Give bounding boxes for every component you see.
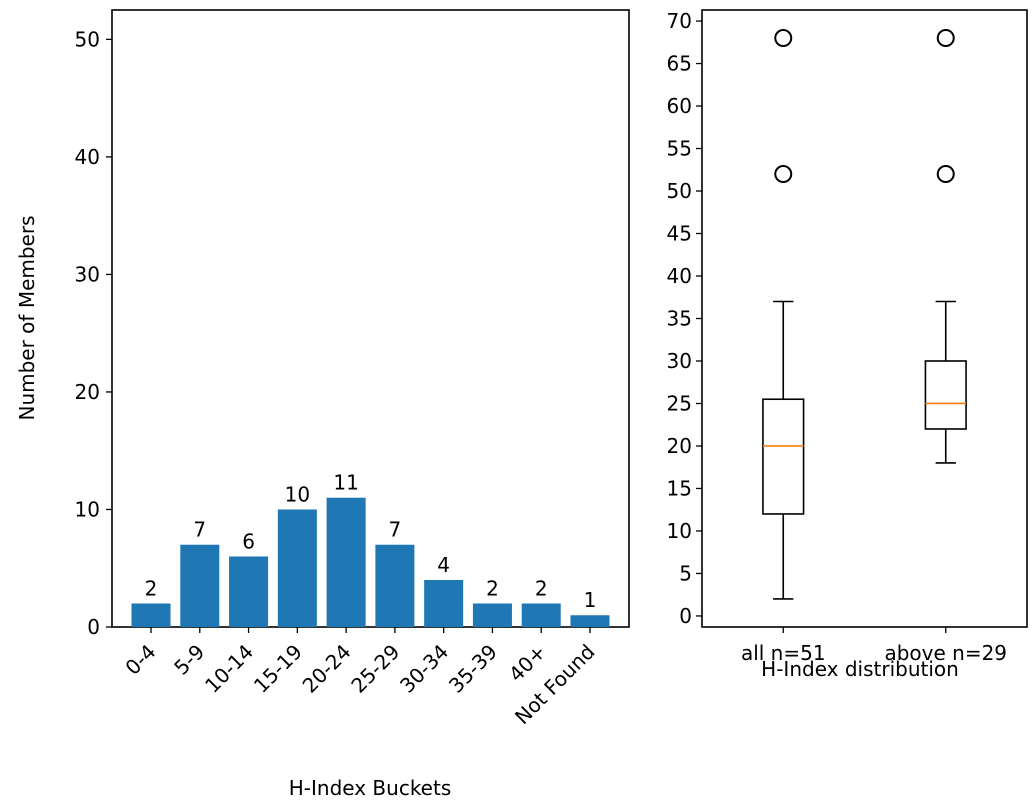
- box-plot-panel: 0 5 10 15 20 25 30 35 40 45 50 55 60 65 70 all n=51 abo…: [667, 9, 1028, 681]
- bar-chart-x-axis-title: H-Index Buckets: [289, 776, 452, 800]
- bar-chart-panel: 2 7 6 10 11 7 4 2 2 1 0 10 20 30 40 50 0-4 5-910-1415-1…: [15, 9, 630, 800]
- bar-value-label: 1: [584, 588, 597, 612]
- bar: [277, 509, 317, 627]
- box-plot-x-ticks: all n=51 above n=29: [741, 627, 1007, 665]
- bar-value-label: 10: [285, 482, 310, 506]
- bar: [570, 615, 610, 627]
- x-tick-label: 0-4: [120, 640, 160, 680]
- x-tick-label: 10-14: [200, 640, 258, 698]
- y-tick-label: 0: [87, 615, 100, 639]
- bar: [229, 556, 269, 627]
- box-group: [924, 29, 967, 464]
- y-tick-label: 55: [667, 137, 692, 161]
- bar-value-label: 7: [389, 518, 402, 542]
- y-tick-label: 50: [75, 27, 100, 51]
- y-tick-label: 30: [667, 349, 692, 373]
- bar-chart-axes-frame: [111, 9, 630, 628]
- bar-chart-y-ticks: 0 10 20 30 40 50: [75, 27, 112, 639]
- bar-chart-y-axis-title: Number of Members: [15, 215, 39, 420]
- y-tick-label: 0: [679, 604, 692, 628]
- y-tick-label: 10: [667, 519, 692, 543]
- bar-value-label: 2: [486, 576, 499, 600]
- box-plot-axes-frame: [701, 9, 1028, 628]
- x-tick-label: 25-29: [346, 640, 404, 698]
- x-tick-label: 15-19: [249, 640, 307, 698]
- x-tick-label: 20-24: [298, 640, 356, 698]
- y-tick-label: 60: [667, 94, 692, 118]
- outlier-point: [936, 29, 955, 48]
- outlier-point: [774, 165, 793, 184]
- y-tick-label: 15: [667, 476, 692, 500]
- y-tick-label: 20: [667, 434, 692, 458]
- bar-value-label: 6: [242, 529, 255, 553]
- bar-value-label: 2: [535, 576, 548, 600]
- y-tick-label: 25: [667, 391, 692, 415]
- box-plot-x-axis-title: H-Index distribution: [761, 657, 959, 681]
- y-tick-label: 30: [75, 262, 100, 286]
- bar: [521, 603, 561, 627]
- bar-value-label: 7: [193, 518, 206, 542]
- y-tick-label: 65: [667, 52, 692, 76]
- bar: [131, 603, 171, 627]
- bar: [375, 544, 415, 627]
- bar: [180, 544, 220, 627]
- bar-value-label: 11: [333, 471, 358, 495]
- bar-value-label: 2: [145, 576, 158, 600]
- bar-chart-bars: 2 7 6 10 11 7 4 2 2 1: [131, 471, 610, 627]
- x-tick-label: 30-34: [395, 640, 453, 698]
- y-tick-label: 40: [75, 145, 100, 169]
- y-tick-label: 70: [667, 9, 692, 33]
- box-plot-boxes: [762, 29, 967, 600]
- y-tick-label: 40: [667, 264, 692, 288]
- x-tick-label: 5-9: [169, 640, 209, 680]
- y-tick-label: 5: [679, 561, 692, 585]
- x-tick-label: above n=29: [884, 641, 1007, 665]
- bar: [472, 603, 512, 627]
- y-tick-label: 45: [667, 222, 692, 246]
- x-tick-label: all n=51: [741, 641, 826, 665]
- box: [924, 360, 967, 430]
- y-tick-label: 20: [75, 380, 100, 404]
- y-tick-label: 10: [75, 497, 100, 521]
- x-tick-label: 35-39: [444, 640, 502, 698]
- box-plot-y-ticks: 0 5 10 15 20 25 30 35 40 45 50 55 60 65 70: [667, 9, 702, 628]
- y-tick-label: 35: [667, 307, 692, 331]
- box: [762, 398, 805, 515]
- bar: [326, 497, 366, 627]
- y-tick-label: 50: [667, 179, 692, 203]
- bar: [424, 579, 464, 627]
- box-group: [762, 29, 805, 600]
- bar-value-label: 4: [437, 553, 450, 577]
- outlier-point: [774, 29, 793, 48]
- outlier-point: [936, 165, 955, 184]
